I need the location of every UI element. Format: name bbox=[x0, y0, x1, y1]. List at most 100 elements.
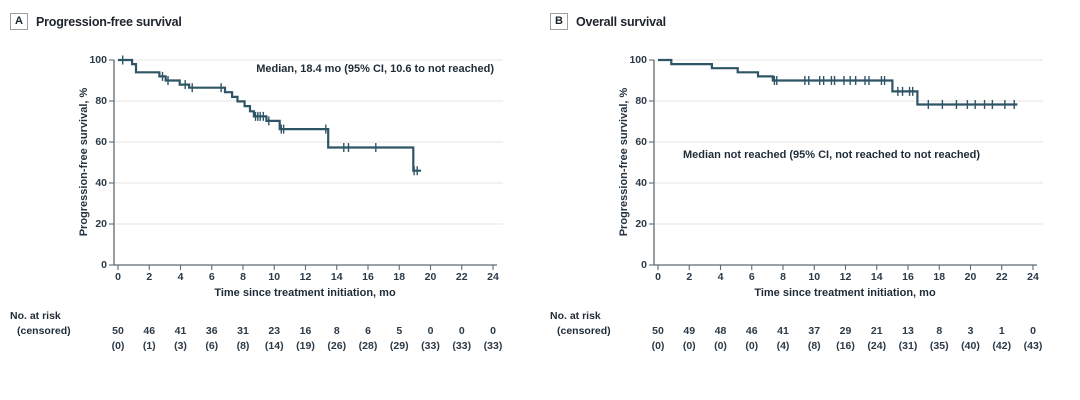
risk-table-label: No. at risk bbox=[550, 310, 601, 322]
at-risk-count: 16 bbox=[299, 325, 312, 337]
censored-table-label: (censored) bbox=[557, 325, 611, 337]
risk-table-label: No. at risk bbox=[10, 310, 61, 322]
x-tick-label: 14 bbox=[330, 271, 343, 283]
panel-title: Overall survival bbox=[575, 14, 666, 29]
x-tick-label: 24 bbox=[1027, 271, 1039, 283]
at-risk-count: 46 bbox=[143, 325, 156, 337]
censored-count: (0) bbox=[714, 340, 727, 352]
panel-letter-badge: B bbox=[550, 13, 568, 30]
y-tick-label: 60 bbox=[635, 135, 647, 148]
km-curve bbox=[658, 58, 1018, 106]
y-tick-label: 100 bbox=[629, 53, 647, 66]
at-risk-count: 29 bbox=[839, 325, 852, 337]
censored-count: (26) bbox=[327, 340, 347, 352]
x-tick-label: 20 bbox=[964, 271, 977, 283]
median-annotation: Median not reached (95% CI, not reached … bbox=[683, 149, 981, 161]
x-tick-label: 4 bbox=[717, 271, 724, 283]
gridlines bbox=[654, 59, 1043, 225]
at-risk-count: 21 bbox=[870, 325, 883, 337]
censor-marks bbox=[773, 76, 1015, 109]
censored-count: (8) bbox=[236, 340, 250, 352]
x-tick-label: 12 bbox=[299, 271, 312, 283]
at-risk-count: 46 bbox=[745, 325, 758, 337]
censored-count: (3) bbox=[174, 340, 187, 352]
at-risk-count: 0 bbox=[1030, 325, 1036, 337]
at-risk-count: 50 bbox=[652, 325, 664, 337]
x-tick-label: 4 bbox=[177, 271, 184, 283]
censored-count: (0) bbox=[745, 340, 759, 352]
x-tick-label: 0 bbox=[115, 271, 121, 283]
x-tick-label: 8 bbox=[780, 271, 786, 283]
panel-header: A Progression-free survival bbox=[10, 13, 182, 30]
at-risk-count: 13 bbox=[902, 325, 914, 337]
censored-count: (24) bbox=[867, 340, 887, 352]
x-tick-label: 6 bbox=[208, 271, 215, 283]
x-tick-label: 22 bbox=[995, 271, 1008, 283]
km-plot bbox=[109, 55, 503, 270]
x-tick-label: 18 bbox=[933, 271, 946, 283]
y-tick-label: 60 bbox=[95, 135, 107, 148]
x-tick-label: 14 bbox=[870, 271, 883, 283]
at-risk-count: 23 bbox=[268, 325, 281, 337]
km-plot bbox=[649, 58, 1043, 270]
panel-title: Progression-free survival bbox=[35, 14, 182, 29]
x-tick-label: 12 bbox=[839, 271, 852, 283]
censored-count: (4) bbox=[776, 340, 790, 352]
y-tick-label: 80 bbox=[95, 94, 107, 107]
x-tick-label: 20 bbox=[424, 271, 437, 283]
censored-count: (6) bbox=[205, 340, 219, 352]
at-risk-count: 0 bbox=[458, 325, 465, 337]
axes bbox=[109, 59, 497, 270]
panel-overall-survival: B Overall survival Progression-free surv… bbox=[540, 0, 1080, 400]
censored-count: (33) bbox=[452, 340, 472, 352]
x-tick-label: 24 bbox=[487, 271, 499, 283]
censored-count: (28) bbox=[358, 340, 378, 352]
at-risk-count: 8 bbox=[936, 325, 943, 337]
censored-count: (16) bbox=[836, 340, 855, 352]
axes bbox=[649, 59, 1037, 270]
censored-count: (29) bbox=[389, 340, 409, 352]
censored-count: (43) bbox=[1023, 340, 1043, 352]
at-risk-count: 41 bbox=[777, 325, 789, 337]
y-tick-label: 40 bbox=[95, 176, 107, 189]
at-risk-count: 48 bbox=[714, 325, 727, 337]
x-axis-label: Time since treatment initiation, mo bbox=[214, 287, 396, 299]
censored-count: (35) bbox=[929, 340, 949, 352]
censored-count: (19) bbox=[296, 340, 315, 352]
at-risk-count: 8 bbox=[333, 325, 340, 337]
censored-count: (0) bbox=[651, 340, 665, 352]
at-risk-count: 3 bbox=[967, 325, 974, 337]
x-tick-label: 2 bbox=[146, 271, 153, 283]
censored-count: (42) bbox=[992, 340, 1012, 352]
at-risk-count: 41 bbox=[174, 325, 187, 337]
x-tick-label: 16 bbox=[362, 271, 374, 283]
gridlines bbox=[114, 59, 503, 225]
at-risk-count: 49 bbox=[683, 325, 696, 337]
y-tick-label: 20 bbox=[635, 217, 647, 230]
median-annotation: Median, 18.4 mo (95% CI, 10.6 to not rea… bbox=[256, 63, 494, 75]
panel-header: B Overall survival bbox=[550, 13, 666, 30]
at-risk-count: 37 bbox=[808, 325, 821, 337]
at-risk-count: 36 bbox=[205, 325, 218, 337]
censored-count: (31) bbox=[898, 340, 918, 352]
x-tick-label: 10 bbox=[268, 271, 281, 283]
censored-count: (33) bbox=[483, 340, 503, 352]
panel-letter-badge: A bbox=[10, 13, 28, 30]
censored-count: (33) bbox=[421, 340, 440, 352]
censored-count: (1) bbox=[142, 340, 156, 352]
x-tick-label: 18 bbox=[393, 271, 406, 283]
at-risk-count: 50 bbox=[112, 325, 124, 337]
x-tick-label: 0 bbox=[655, 271, 661, 283]
x-axis-label: Time since treatment initiation, mo bbox=[754, 287, 936, 299]
censored-table-label: (censored) bbox=[17, 325, 71, 337]
censored-count: (0) bbox=[682, 340, 696, 352]
censor-marks bbox=[121, 55, 418, 176]
x-tick-label: 8 bbox=[240, 271, 246, 283]
y-tick-label: 20 bbox=[95, 217, 107, 230]
at-risk-count: 0 bbox=[427, 325, 434, 337]
censored-count: (0) bbox=[111, 340, 125, 352]
x-tick-label: 2 bbox=[686, 271, 693, 283]
y-tick-label: 100 bbox=[89, 53, 107, 66]
x-tick-label: 16 bbox=[902, 271, 914, 283]
